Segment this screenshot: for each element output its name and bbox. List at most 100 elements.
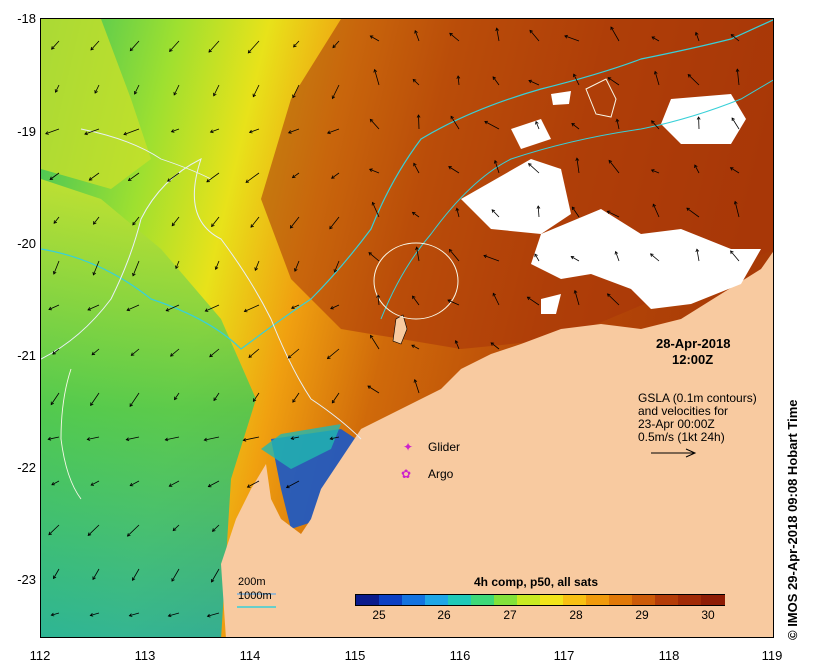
isobath-1000m	[41, 19, 773, 350]
velocity-arrow	[650, 253, 660, 262]
velocity-arrow	[45, 128, 60, 135]
velocity-arrow-head	[90, 482, 95, 486]
velocity-arrow	[651, 36, 660, 42]
land	[221, 251, 773, 637]
velocity-arrow-head	[129, 482, 134, 487]
sst-map-canvas: ✦ ✿	[41, 19, 773, 637]
velocity-arrow-head	[129, 47, 134, 52]
velocity-arrow-head	[248, 354, 253, 358]
velocity-arrow	[730, 167, 740, 174]
velocity-arrow	[651, 169, 660, 174]
velocity-arrow-head	[414, 29, 418, 34]
velocity-arrow-head	[51, 46, 55, 50]
velocity-arrow	[90, 480, 100, 486]
velocity-arrow-head	[536, 205, 541, 209]
velocity-arrow-head	[206, 178, 210, 183]
velocity-arrow-head	[208, 49, 212, 53]
y-tick-label: -22	[17, 460, 36, 475]
velocity-arrow-head	[214, 266, 219, 271]
velocity-arrow	[94, 84, 100, 94]
velocity-arrow-head	[329, 436, 334, 441]
velocity-arrow	[213, 392, 220, 401]
velocity-arrow	[130, 40, 140, 51]
velocity-arrow-head	[209, 129, 214, 134]
velocity-arrow	[53, 260, 60, 275]
velocity-arrow	[329, 216, 340, 230]
velocity-arrow-head	[90, 402, 94, 407]
velocity-arrow-head	[449, 32, 453, 37]
velocity-arrow-head	[292, 94, 296, 99]
velocity-arrow	[248, 40, 260, 54]
velocity-arrow	[332, 84, 340, 99]
velocity-arrow-head	[412, 295, 416, 300]
glider-label: Glider	[428, 440, 461, 454]
velocity-arrow-head	[331, 399, 336, 404]
velocity-arrow	[215, 260, 220, 270]
velocity-arrow	[607, 77, 620, 86]
upwelling-edge	[261, 424, 341, 469]
cool-water	[41, 179, 256, 637]
cloud-mask	[461, 91, 761, 314]
velocity-arrow	[172, 524, 180, 531]
velocity-arrow	[571, 256, 580, 262]
velocity-arrow-head	[573, 289, 578, 294]
velocity-arrow-head	[88, 177, 93, 181]
velocity-arrow-head	[91, 351, 96, 356]
velocity-arrow-head	[535, 120, 539, 125]
velocity-arrow-head	[413, 162, 417, 167]
velocity-arrow	[134, 84, 140, 95]
velocity-arrow-head	[528, 163, 532, 167]
map-time: 12:00Z	[672, 352, 714, 367]
velocity-arrow-head	[169, 48, 173, 52]
velocity-arrow-head	[48, 306, 52, 311]
velocity-arrow	[49, 172, 60, 180]
y-tick-label: -23	[17, 572, 36, 587]
velocity-arrow-head	[610, 26, 614, 31]
colorbar-tick: 27	[503, 608, 517, 622]
velocity-arrow-head	[614, 250, 619, 255]
velocity-arrow	[126, 436, 140, 441]
velocity-arrow	[127, 524, 140, 537]
velocity-arrow	[132, 568, 140, 581]
velocity-arrow	[608, 160, 620, 174]
colorbar-cell	[655, 595, 679, 605]
velocity-arrow-head	[330, 305, 334, 310]
velocity-arrow	[204, 436, 220, 441]
velocity-arrow	[286, 480, 300, 488]
velocity-arrow-head	[370, 334, 374, 339]
velocity-arrow	[412, 79, 420, 86]
velocity-arrow-head	[570, 256, 575, 260]
argo-label: Argo	[428, 467, 454, 481]
velocity-arrow-head	[730, 34, 735, 38]
velocity-arrow	[207, 612, 220, 617]
velocity-arrow	[244, 304, 260, 312]
velocity-arrow-head	[491, 209, 496, 213]
velocity-arrow	[564, 35, 580, 42]
velocity-arrow	[537, 205, 540, 218]
velocity-arrow-head	[454, 339, 459, 344]
velocity-arrow	[290, 216, 300, 229]
velocity-arrow	[330, 304, 340, 310]
velocity-arrow	[167, 172, 180, 182]
velocity-arrow-head	[573, 73, 577, 78]
velocity-arrow-head	[171, 578, 175, 582]
velocity-arrow-head	[411, 344, 415, 349]
velocity-arrow	[87, 436, 100, 440]
velocity-arrow-head	[243, 308, 248, 313]
velocity-arrow	[292, 392, 300, 403]
velocity-arrow	[610, 26, 620, 42]
gsla-note-line: GSLA (0.1m contours)	[638, 391, 757, 405]
velocity-arrow-head	[87, 307, 92, 311]
velocity-arrow-head	[483, 254, 487, 259]
velocity-arrow-head	[211, 578, 215, 583]
velocity-arrow	[248, 348, 260, 358]
velocity-arrow	[208, 40, 220, 53]
velocity-arrow-head	[252, 93, 257, 98]
velocity-arrow	[447, 299, 460, 306]
velocity-arrow-head	[53, 220, 58, 224]
velocity-arrow-head	[52, 270, 57, 275]
sst-map[interactable]: ✦ ✿	[40, 18, 774, 638]
velocity-arrow-head	[607, 77, 612, 81]
velocity-arrow	[173, 84, 180, 96]
velocity-arrow-head	[132, 272, 136, 277]
